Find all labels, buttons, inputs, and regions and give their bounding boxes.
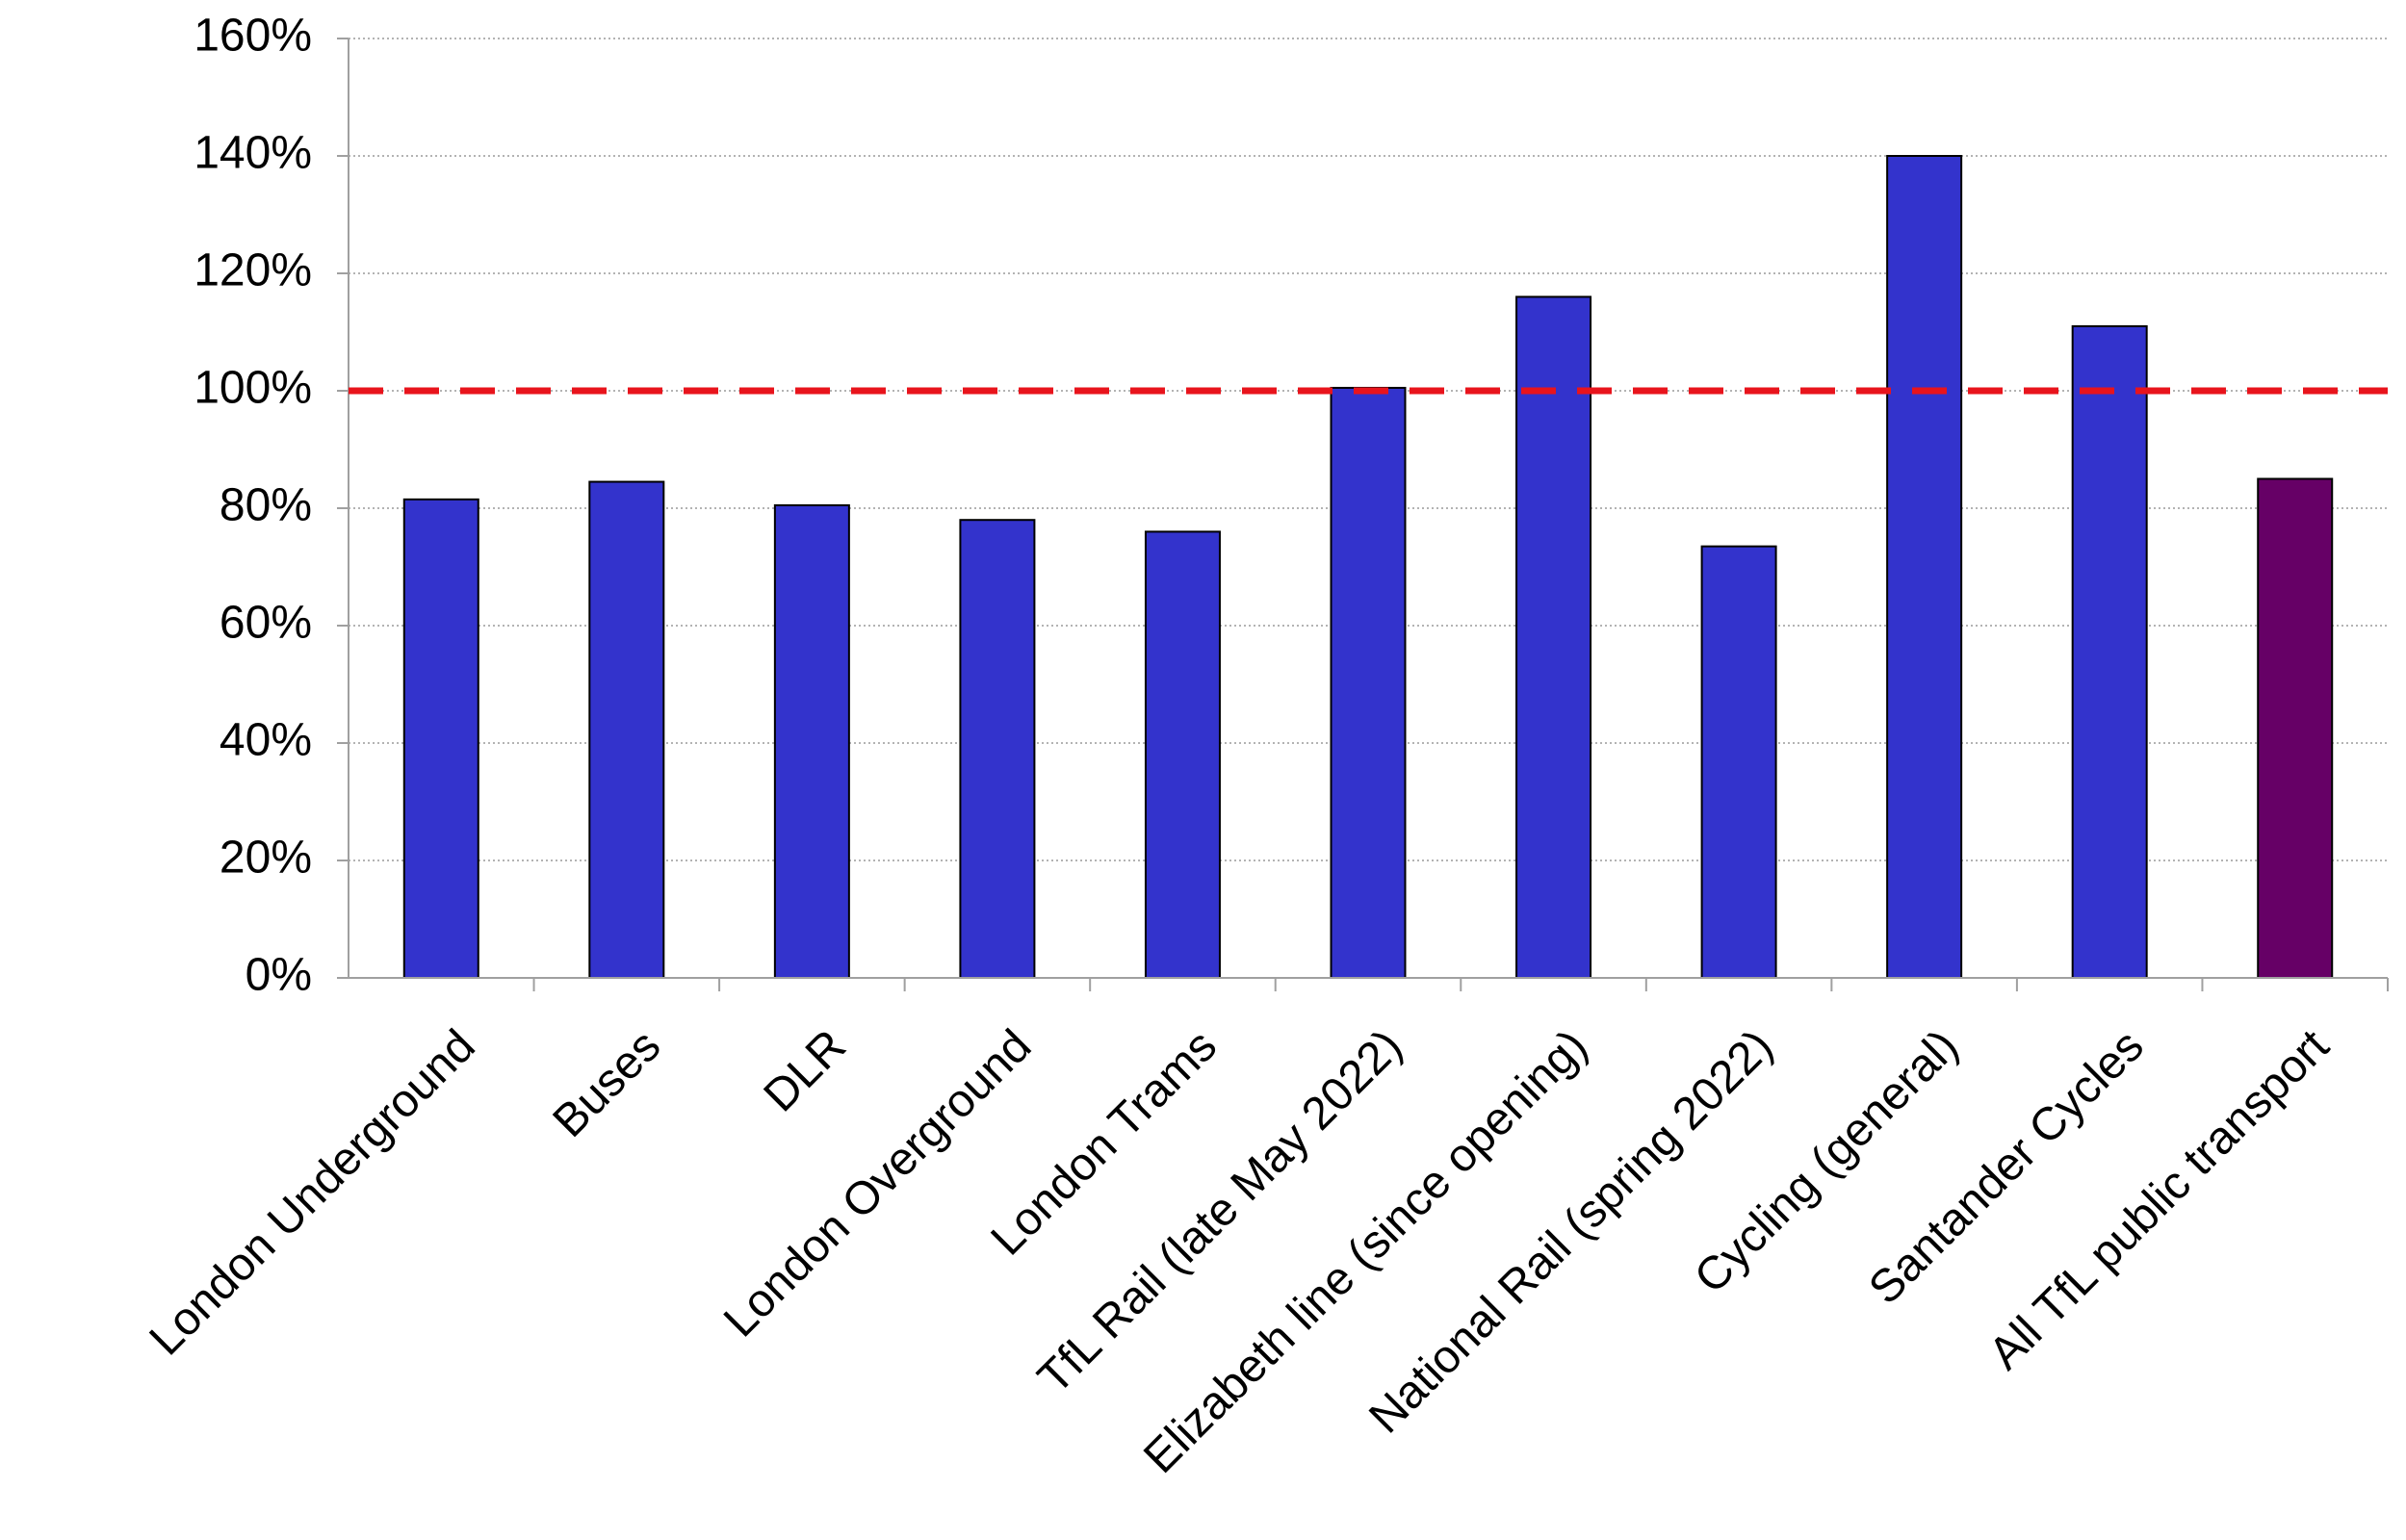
- bar-2: [773, 503, 850, 979]
- y-tick-label: 160%: [194, 11, 312, 62]
- y-tick-label: 40%: [220, 715, 312, 766]
- bar-10: [2257, 477, 2334, 979]
- y-tick-label: 100%: [194, 363, 312, 414]
- y-tick-label: 60%: [220, 598, 312, 649]
- y-tick-label: 80%: [220, 480, 312, 531]
- bar-6: [1515, 295, 1592, 979]
- bar-4: [1144, 530, 1221, 980]
- y-tick-label: 140%: [194, 128, 312, 179]
- bar-0: [402, 498, 479, 979]
- x-tick-label: DLR: [755, 1020, 856, 1121]
- bar-1: [588, 480, 665, 979]
- bar-3: [959, 519, 1036, 979]
- x-tick-label: Buses: [544, 1020, 671, 1147]
- x-tick-label: TfL Rail (late May 2022): [1028, 1020, 1411, 1403]
- bar-9: [2071, 324, 2148, 979]
- bars: [402, 155, 2334, 980]
- x-tick-label: London Underground: [141, 1020, 485, 1365]
- x-tick-label: London Overground: [714, 1020, 1041, 1347]
- bar-5: [1330, 386, 1407, 979]
- bar-8: [1886, 155, 1963, 979]
- bar-7: [1700, 545, 1777, 980]
- y-tick-label: 20%: [220, 833, 312, 884]
- y-tick-label: 0%: [246, 950, 312, 1001]
- y-tick-label: 120%: [194, 245, 312, 296]
- x-tick-label: All TfL public transport: [1979, 1020, 2339, 1379]
- y-tick-labels: 0% 20% 40% 60% 80% 100% 120% 140% 160%: [194, 11, 312, 1001]
- axes: [337, 38, 2389, 991]
